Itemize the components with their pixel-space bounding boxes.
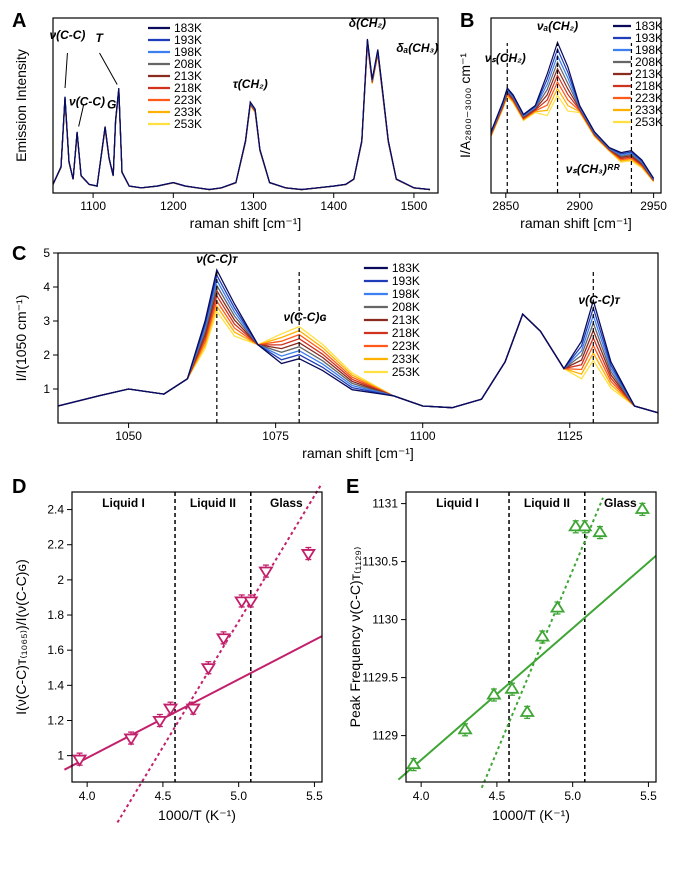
panel-label-b: B [460, 10, 474, 33]
svg-text:1075: 1075 [262, 429, 289, 443]
svg-text:1000/T (K⁻¹): 1000/T (K⁻¹) [158, 807, 236, 823]
svg-text:τ(CH₂): τ(CH₂) [233, 77, 268, 91]
svg-text:raman shift [cm⁻¹]: raman shift [cm⁻¹] [190, 215, 302, 231]
chart-e: 4.0 4.5 5.0 5.5 1129 1129.5 1130 1130.5 1131 1000… [342, 474, 668, 829]
svg-text:νₛ(CH₂): νₛ(CH₂) [485, 51, 526, 65]
svg-text:1000/T (K⁻¹): 1000/T (K⁻¹) [492, 807, 570, 823]
svg-text:1130.5: 1130.5 [362, 555, 398, 569]
panel-b: B 2850 2900 2950 raman shift [cm⁻¹] I/A₂₈₀₀₋… [456, 8, 669, 233]
svg-text:2.2: 2.2 [47, 538, 64, 552]
svg-text:253K: 253K [392, 365, 420, 379]
svg-text:Glass: Glass [604, 496, 637, 510]
svg-text:1.2: 1.2 [47, 713, 64, 727]
svg-text:1130: 1130 [372, 613, 398, 627]
svg-text:5.5: 5.5 [640, 789, 657, 803]
svg-text:1500: 1500 [401, 199, 428, 213]
panel-label-e: E [346, 476, 359, 499]
svg-text:5: 5 [43, 246, 50, 260]
svg-text:2900: 2900 [566, 199, 593, 213]
svg-text:253K: 253K [174, 117, 202, 131]
svg-text:2950: 2950 [640, 199, 667, 213]
svg-text:5.5: 5.5 [306, 789, 323, 803]
svg-text:4.5: 4.5 [489, 789, 506, 803]
svg-text:ν(C-C): ν(C-C) [69, 95, 105, 109]
svg-text:5.0: 5.0 [564, 789, 581, 803]
svg-text:4.0: 4.0 [79, 789, 96, 803]
svg-text:I(ν(C-C)ᴛ₍₁₀₆₅₎)/I(ν(C-C)ɢ): I(ν(C-C)ᴛ₍₁₀₆₅₎)/I(ν(C-C)ɢ) [13, 559, 29, 715]
svg-text:3: 3 [43, 314, 50, 328]
svg-text:1.4: 1.4 [47, 678, 64, 692]
svg-text:233K: 233K [392, 352, 420, 366]
svg-text:2: 2 [43, 348, 50, 362]
svg-text:183K: 183K [392, 261, 420, 275]
svg-text:5.0: 5.0 [230, 789, 247, 803]
svg-text:1300: 1300 [240, 199, 267, 213]
svg-text:Peak Frequency ν(C-C)ᴛ₍₁₁₂₉₎: Peak Frequency ν(C-C)ᴛ₍₁₁₂₉₎ [347, 547, 363, 728]
svg-text:Liquid II: Liquid II [524, 496, 570, 510]
svg-text:1.8: 1.8 [47, 608, 64, 622]
svg-text:νₛ(CH₃)ᴿᴿ: νₛ(CH₃)ᴿᴿ [566, 162, 621, 176]
svg-text:213K: 213K [392, 313, 420, 327]
row-3: D 4.0 4.5 5.0 5.5 1 1.2 1.4 1.6 1.8 2 2.2 2.4 1000/T… [8, 474, 669, 829]
chart-d: 4.0 4.5 5.0 5.5 1 1.2 1.4 1.6 1.8 2 2.2 2.4 1000/T (… [8, 474, 334, 829]
svg-text:ν(C-C)ᴛ: ν(C-C)ᴛ [578, 293, 620, 307]
svg-text:1131: 1131 [372, 497, 398, 511]
svg-text:1.6: 1.6 [47, 643, 64, 657]
svg-text:4: 4 [43, 280, 50, 294]
svg-text:δ(CH₂): δ(CH₂) [349, 16, 386, 30]
svg-text:raman shift [cm⁻¹]: raman shift [cm⁻¹] [520, 215, 632, 231]
svg-text:1125: 1125 [557, 429, 583, 443]
panel-label-d: D [12, 476, 26, 499]
svg-text:1129.5: 1129.5 [362, 671, 398, 685]
svg-text:T: T [95, 31, 104, 45]
svg-text:1200: 1200 [160, 199, 187, 213]
svg-text:218K: 218K [392, 326, 420, 340]
svg-text:νₐ(CH₂): νₐ(CH₂) [537, 19, 578, 33]
figure-root: A 1100 1200 1300 1400 1500 raman shift [cm⁻¹]… [8, 8, 669, 829]
svg-text:Liquid II: Liquid II [190, 496, 236, 510]
panel-label-c: C [12, 243, 26, 266]
row-2: C 1050 1075 1100 1125 1 2 3 4 5 raman shift [cm⁻¹… [8, 241, 669, 466]
svg-text:1050: 1050 [115, 429, 142, 443]
chart-c: 1050 1075 1100 1125 1 2 3 4 5 raman shift [cm⁻¹] I… [8, 241, 669, 466]
svg-text:Liquid I: Liquid I [436, 496, 479, 510]
svg-text:1100: 1100 [410, 429, 436, 443]
svg-text:2850: 2850 [492, 199, 519, 213]
svg-text:1100: 1100 [80, 199, 106, 213]
panel-d: D 4.0 4.5 5.0 5.5 1 1.2 1.4 1.6 1.8 2 2.2 2.4 1000/T… [8, 474, 334, 829]
svg-text:2.4: 2.4 [47, 503, 64, 517]
svg-text:raman shift [cm⁻¹]: raman shift [cm⁻¹] [302, 445, 414, 461]
svg-text:Emission Intensity: Emission Intensity [13, 49, 29, 162]
svg-text:208K: 208K [392, 300, 420, 314]
chart-a: 1100 1200 1300 1400 1500 raman shift [cm⁻¹] Em… [8, 8, 448, 233]
svg-text:ν(C-C)ᴛ: ν(C-C)ᴛ [196, 252, 238, 266]
svg-text:193K: 193K [392, 274, 420, 288]
svg-text:4.5: 4.5 [155, 789, 172, 803]
svg-text:G: G [107, 98, 116, 112]
svg-text:2: 2 [57, 573, 64, 587]
svg-text:ν(C-C)ɢ: ν(C-C)ɢ [283, 310, 326, 324]
svg-text:Liquid I: Liquid I [102, 496, 145, 510]
svg-text:I/I(1050 cm⁻¹): I/I(1050 cm⁻¹) [13, 295, 29, 382]
svg-text:253K: 253K [635, 115, 663, 129]
svg-text:1400: 1400 [320, 199, 347, 213]
svg-text:1: 1 [57, 749, 64, 763]
svg-text:4.0: 4.0 [413, 789, 430, 803]
svg-text:223K: 223K [392, 339, 420, 353]
svg-text:I/A₂₈₀₀₋₃₀₀₀ cm⁻¹: I/A₂₈₀₀₋₃₀₀₀ cm⁻¹ [457, 53, 473, 158]
svg-text:Glass: Glass [270, 496, 303, 510]
panel-e: E 4.0 4.5 5.0 5.5 1129 1129.5 1130 1130.5 1131 10… [342, 474, 668, 829]
row-1: A 1100 1200 1300 1400 1500 raman shift [cm⁻¹]… [8, 8, 669, 233]
panel-label-a: A [12, 10, 26, 33]
chart-b: 2850 2900 2950 raman shift [cm⁻¹] I/A₂₈₀₀₋₃₀… [456, 8, 669, 233]
svg-text:δₐ(CH₃): δₐ(CH₃) [396, 41, 438, 55]
panel-a: A 1100 1200 1300 1400 1500 raman shift [cm⁻¹]… [8, 8, 448, 233]
panel-c: C 1050 1075 1100 1125 1 2 3 4 5 raman shift [cm⁻¹… [8, 241, 669, 466]
svg-text:ν(C-C): ν(C-C) [49, 28, 85, 42]
svg-text:198K: 198K [392, 287, 420, 301]
svg-text:1: 1 [43, 382, 50, 396]
svg-text:1129: 1129 [372, 729, 398, 743]
